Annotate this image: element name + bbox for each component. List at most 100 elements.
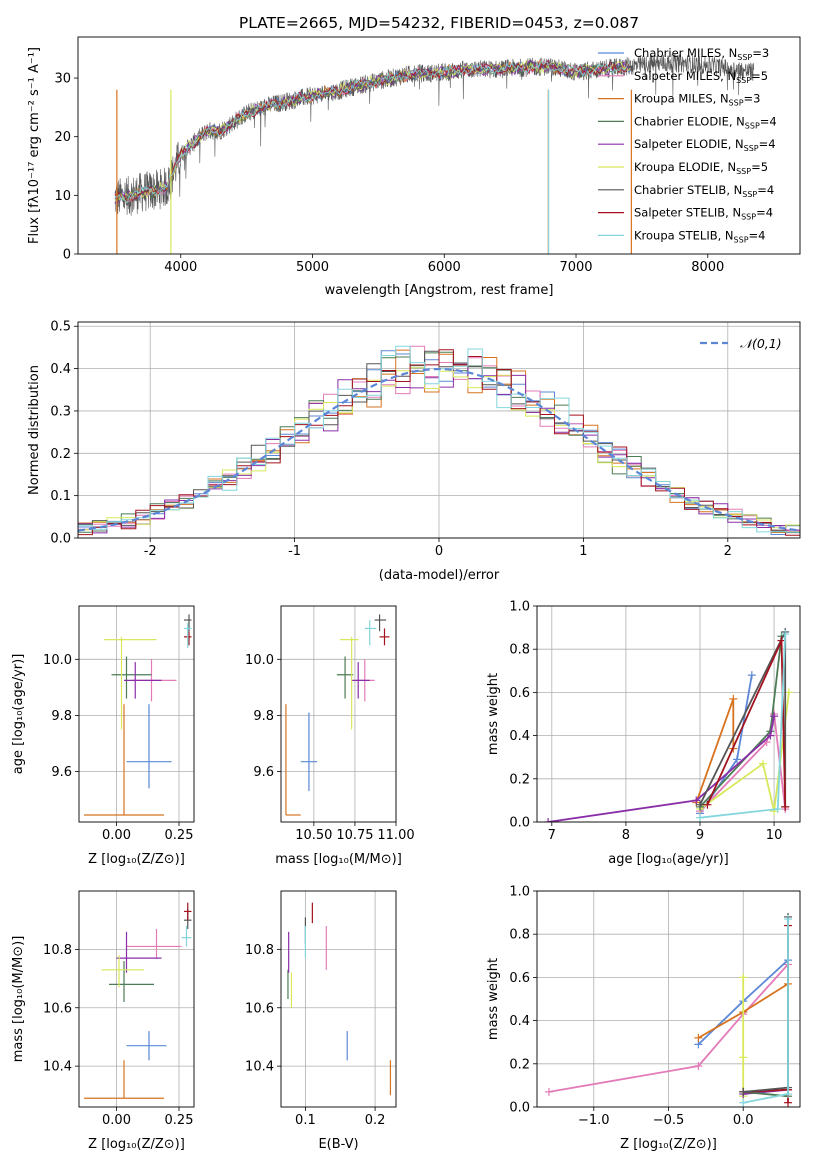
- error-point-kroupa-stelib: [184, 622, 192, 649]
- error-point-chabrier-miles: [300, 712, 318, 792]
- error-point-kroupa-stelib: [181, 926, 192, 947]
- x-tick-label: -1: [288, 544, 301, 559]
- y-tick-label: 20: [54, 130, 71, 145]
- x-axis-label: Z [log₁₀(Z/Z⊙)]: [88, 852, 185, 867]
- error-point-kroupa-elodie: [104, 636, 157, 730]
- y-tick-label: 10: [54, 189, 71, 204]
- y-tick-label: 10.0: [245, 653, 274, 668]
- model-spectrum-salpeter-stelib: [114, 59, 631, 203]
- x-tick-label: 7: [548, 828, 556, 843]
- x-tick-label: 1: [579, 544, 587, 559]
- x-axis-label: wavelength [Angstrom, rest frame]: [325, 283, 554, 298]
- weight-marker-kroupa-elodie: [739, 1053, 748, 1062]
- axes-frame: [280, 605, 397, 823]
- error-point-salpeter-elodie: [116, 931, 162, 973]
- y-tick-label: 9.6: [51, 765, 72, 780]
- axes-frame: [280, 890, 397, 1108]
- panel-z-age: 0.00 0.25 9.6 9.8 10.0 Z [log₁₀(Z/Z⊙)] age [lo…: [11, 605, 195, 867]
- y-tick-label: 0.4: [509, 729, 530, 744]
- weight-line-chabrier-stelib: [743, 916, 789, 1093]
- weight-line-kroupa-elodie: [699, 692, 790, 812]
- y-tick-label: 0.6: [509, 971, 530, 986]
- legend-value: =4: [760, 114, 777, 128]
- histogram-kroupa-stelib: [78, 345, 800, 533]
- y-tick-label: 0.6: [509, 686, 530, 701]
- x-tick-label: 10.50: [295, 828, 332, 843]
- legend-text: Chabrier MILES, N: [634, 46, 737, 60]
- panel-z-mass: 0.00 0.25 10.4 10.6 10.8 Z [log₁₀(Z/Z⊙)] mass …: [11, 890, 195, 1152]
- error-point-salpeter-miles: [126, 928, 182, 959]
- legend-text: Kroupa ELODIE, N: [634, 160, 736, 174]
- y-tick-label: 0.5: [50, 320, 71, 335]
- plot-area-ebv-mass: [287, 902, 392, 1096]
- weight-marker-kroupa-stelib: [784, 915, 793, 924]
- x-axis-label: Z [log₁₀(Z/Z⊙)]: [620, 1137, 717, 1152]
- x-tick-label: 8: [622, 828, 630, 843]
- legend-text: Kroupa MILES, N: [634, 92, 729, 106]
- error-point-kroupa-miles: [285, 704, 301, 816]
- legend-subscript: SSP: [737, 53, 752, 62]
- weight-marker-kroupa-miles: [694, 1033, 703, 1042]
- error-point-kroupa-elodie: [340, 636, 359, 730]
- panel-age-weight: 7 8 9 10 0.0 0.2 0.4 0.6 0.8 1.0 age [log₁₀(age/yr…: [486, 600, 801, 867]
- error-point-kroupa-miles: [84, 1060, 164, 1099]
- x-tick-label: 5000: [296, 260, 329, 275]
- x-tick-label: 0.1: [295, 1113, 316, 1128]
- x-tick-label: 11.00: [377, 828, 414, 843]
- weight-marker-chabrier-miles: [733, 755, 742, 764]
- weight-marker-kroupa-stelib: [739, 1098, 748, 1107]
- y-tick-label: 9.8: [51, 709, 72, 724]
- legend-subscript: SSP: [744, 144, 759, 153]
- weight-marker-kroupa-stelib: [773, 805, 782, 814]
- weight-marker-kroupa-elodie: [739, 973, 748, 982]
- model-spectrum-kroupa-stelib: [114, 60, 631, 204]
- weight-marker-chabrier-miles: [747, 671, 756, 680]
- x-tick-label: −1.0: [578, 1113, 610, 1128]
- plot-area-z-age: [84, 614, 192, 816]
- y-tick-label: 0.4: [509, 1014, 530, 1029]
- weight-marker-salpeter-elodie: [766, 731, 775, 740]
- x-tick-label: 0.25: [165, 1113, 194, 1128]
- weight-line-kroupa-stelib: [743, 919, 789, 1104]
- plot-area-spectrum: [114, 54, 754, 254]
- weight-line-salpeter-stelib: [743, 925, 789, 1103]
- legend-subscript: SSP: [736, 76, 751, 85]
- x-axis-label: Z [log₁₀(Z/Z⊙)]: [88, 1137, 185, 1152]
- error-point-kroupa-stelib: [364, 620, 377, 646]
- y-axis-label: mass weight: [486, 673, 501, 755]
- weight-marker-salpeter-stelib: [781, 802, 790, 811]
- error-point-kroupa-elodie: [101, 955, 144, 988]
- error-point-chabrier-elodie: [336, 656, 354, 699]
- error-point-salpeter-stelib: [379, 628, 390, 646]
- y-tick-label: 9.8: [253, 709, 274, 724]
- gaussian-curve: [78, 367, 798, 532]
- x-tick-label: 0.25: [165, 828, 194, 843]
- x-tick-label: 9: [696, 828, 704, 843]
- weight-marker-salpeter-miles: [694, 1061, 703, 1070]
- y-tick-label: 0.4: [50, 362, 71, 377]
- plot-area-z-mass: [84, 902, 192, 1099]
- axes-frame: [78, 605, 195, 823]
- x-tick-label: 10: [766, 828, 783, 843]
- legend-entry-salpeter-miles: Salpeter MILES, NSSP=5: [634, 69, 768, 85]
- panel-ebv-mass: 0.1 0.2 10.4 10.6 10.8 E(B-V): [245, 890, 397, 1152]
- weight-marker-kroupa-miles: [729, 694, 738, 703]
- legend-text: Chabrier STELIB, N: [634, 183, 742, 197]
- error-point-chabrier-miles: [126, 1031, 167, 1061]
- weight-marker-kroupa-stelib: [784, 1090, 793, 1099]
- weight-line-chabrier-miles: [699, 674, 753, 814]
- weight-line-salpeter-elodie: [547, 716, 775, 822]
- weight-marker-kroupa-stelib: [781, 630, 790, 639]
- weight-marker-kroupa-elodie: [784, 688, 793, 697]
- legend-subscript: SSP: [736, 167, 751, 176]
- x-tick-label: −0.5: [653, 1113, 685, 1128]
- legend-value: =3: [752, 46, 769, 60]
- plot-area-residuals: [78, 345, 800, 536]
- x-axis-label: age [log₁₀(age/yr)]: [608, 852, 729, 867]
- legend-entry-salpeter-stelib: Salpeter STELIB, NSSP=4: [634, 206, 773, 222]
- y-tick-label: 0: [63, 248, 71, 263]
- y-axis-label: mass weight: [486, 958, 501, 1040]
- x-tick-label: 6000: [428, 260, 461, 275]
- axes-frame: [77, 36, 801, 255]
- error-point-chabrier-elodie: [111, 656, 152, 699]
